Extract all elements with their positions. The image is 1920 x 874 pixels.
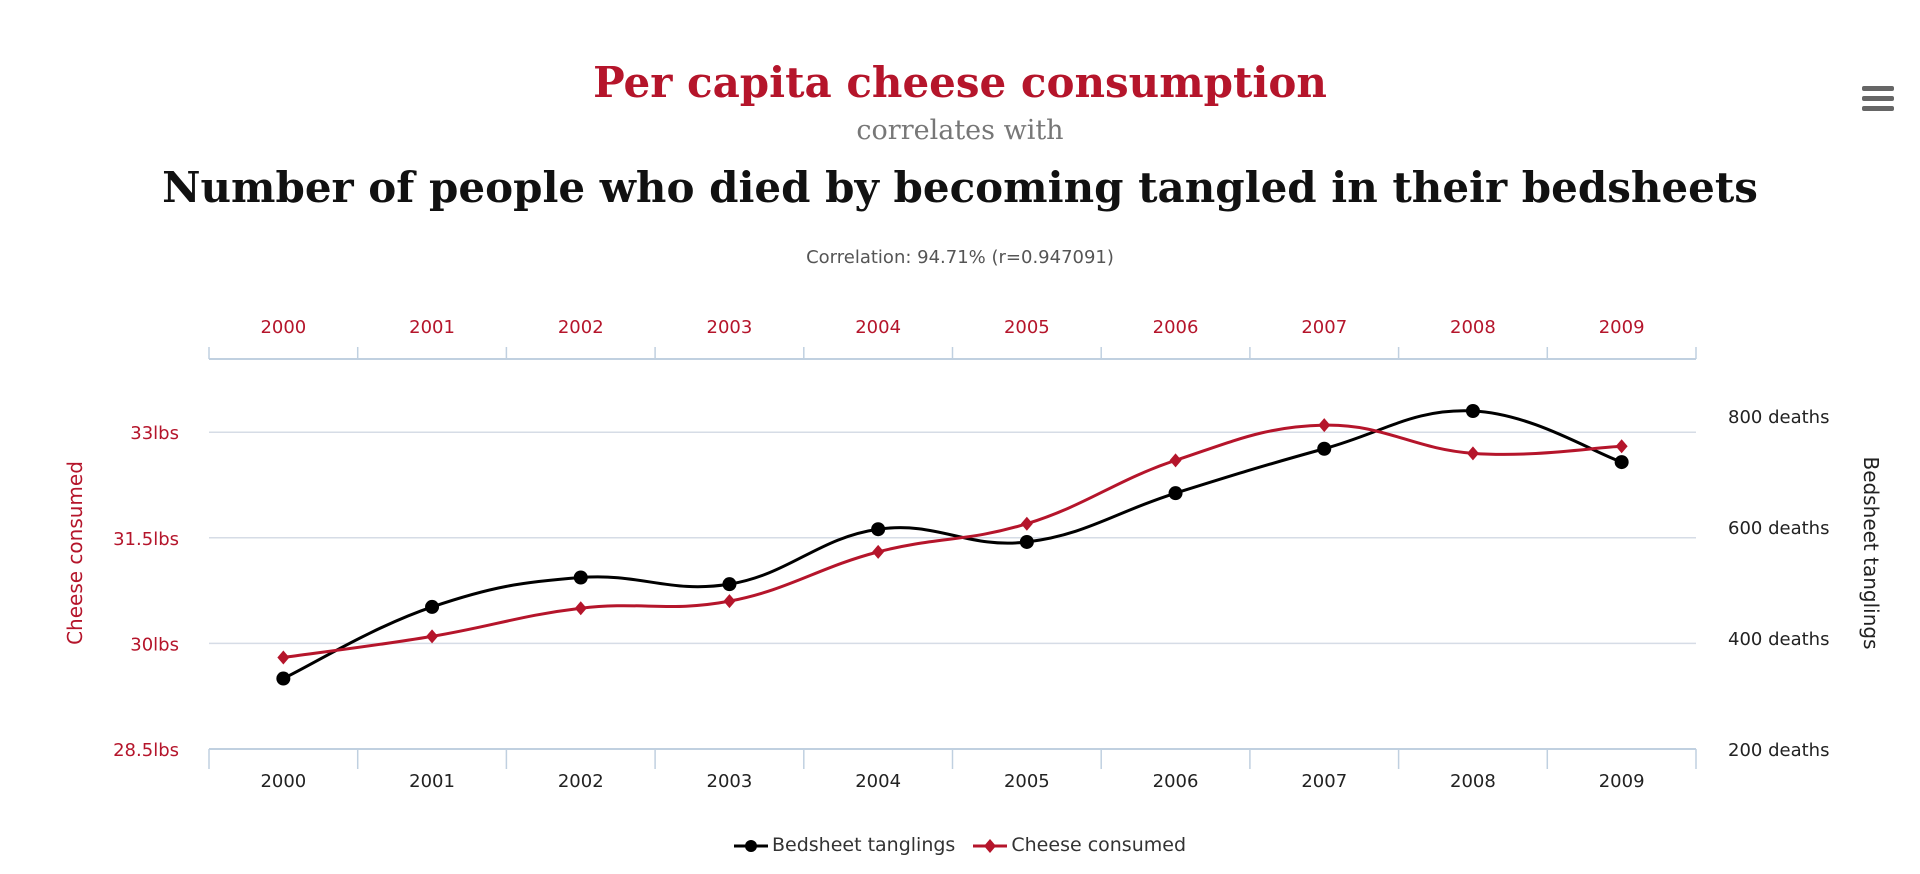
chart-main-title: Number of people who died by becoming ta… — [162, 163, 1758, 212]
data-point-bedsheet — [425, 599, 440, 614]
data-point-bedsheet — [1168, 486, 1183, 501]
bottom-x-tick-label: 2008 — [1450, 771, 1496, 792]
correlation-text: Correlation: 94.71% (r=0.947091) — [806, 247, 1114, 268]
top-x-tick-label: 2001 — [409, 317, 455, 338]
left-tick-label: 31.5lbs — [113, 529, 179, 550]
legend-marker-bedsheet-icon — [733, 839, 768, 852]
bottom-x-tick-label: 2005 — [1004, 771, 1050, 792]
legend-label: Bedsheet tanglings — [771, 834, 956, 856]
data-point-bedsheet — [573, 570, 588, 585]
left-axis-title: Cheese consumed — [63, 461, 87, 645]
legend-label: Cheese consumed — [1011, 834, 1187, 856]
top-x-tick-label: 2000 — [260, 317, 306, 338]
top-x-tick-label: 2003 — [707, 317, 753, 338]
top-x-tick-label: 2009 — [1599, 317, 1645, 338]
series-line-bedsheet — [282, 409, 1623, 680]
top-x-tick-label: 2002 — [558, 317, 604, 338]
legend: Bedsheet tanglings Cheese consumed — [0, 834, 1920, 856]
data-point-cheese — [1169, 453, 1182, 468]
right-tick-label: 400 deaths — [1728, 629, 1829, 650]
chart-title: Per capita cheese consumption — [593, 58, 1327, 107]
right-tick-label: 800 deaths — [1728, 407, 1829, 428]
data-point-cheese — [277, 650, 290, 665]
bottom-x-tick-label: 2003 — [707, 771, 753, 792]
data-point-bedsheet — [722, 577, 737, 592]
legend-item-cheese[interactable]: Cheese consumed — [973, 834, 1186, 856]
bottom-x-tick-label: 2002 — [558, 771, 604, 792]
data-point-bedsheet — [1614, 455, 1629, 470]
right-axis-title: Bedsheet tanglings — [1859, 457, 1883, 650]
bottom-x-tick-label: 2006 — [1153, 771, 1199, 792]
chart-subtitle: correlates with — [856, 115, 1064, 146]
data-point-bedsheet — [1019, 534, 1034, 549]
bottom-x-tick-label: 2000 — [260, 771, 306, 792]
right-tick-label: 200 deaths — [1728, 740, 1829, 761]
data-point-bedsheet — [276, 671, 291, 686]
data-point-cheese — [872, 544, 885, 559]
left-tick-label: 33lbs — [130, 423, 179, 444]
data-point-cheese — [574, 601, 587, 616]
top-x-tick-label: 2007 — [1301, 317, 1347, 338]
right-tick-label: 600 deaths — [1728, 518, 1829, 539]
hamburger-menu-icon[interactable] — [1862, 86, 1894, 112]
series-line-cheese — [283, 423, 1622, 659]
left-tick-label: 30lbs — [130, 634, 179, 655]
left-tick-label: 28.5lbs — [113, 740, 179, 761]
data-point-cheese — [723, 594, 736, 609]
bottom-x-tick-label: 2009 — [1599, 771, 1645, 792]
data-point-bedsheet — [871, 522, 886, 537]
data-point-cheese — [1020, 516, 1033, 531]
top-x-tick-label: 2005 — [1004, 317, 1050, 338]
top-x-tick-label: 2006 — [1153, 317, 1199, 338]
bottom-x-tick-label: 2001 — [409, 771, 455, 792]
bottom-x-tick-label: 2004 — [855, 771, 901, 792]
legend-marker-cheese-icon — [973, 838, 1008, 853]
bottom-x-tick-label: 2007 — [1301, 771, 1347, 792]
data-point-bedsheet — [1317, 441, 1332, 456]
data-point-cheese — [1466, 446, 1479, 461]
legend-item-bedsheet[interactable]: Bedsheet tanglings — [733, 834, 961, 856]
data-point-cheese — [1615, 439, 1628, 454]
top-x-tick-label: 2008 — [1450, 317, 1496, 338]
data-point-bedsheet — [1465, 404, 1480, 419]
data-point-cheese — [426, 629, 439, 644]
top-x-tick-label: 2004 — [855, 317, 901, 338]
data-point-cheese — [1318, 418, 1331, 433]
